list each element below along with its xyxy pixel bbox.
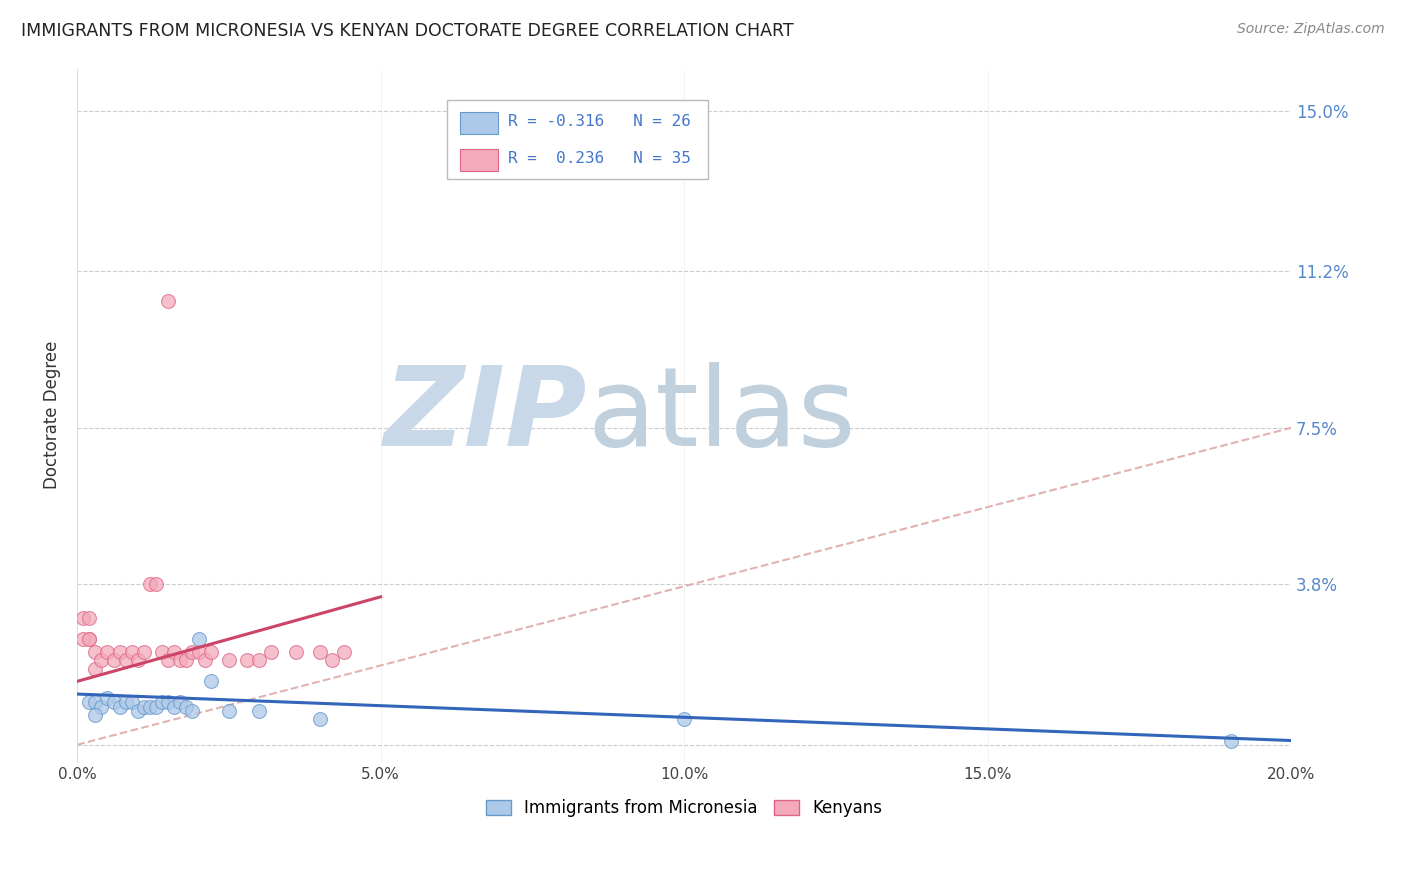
Point (139, 699, 162, 714)
Point (187, 645, 209, 659)
Point (103, 653, 125, 667)
Point (150, 645, 173, 659)
Text: R =  0.236   N = 35: R = 0.236 N = 35 (508, 151, 690, 166)
Point (181, 645, 204, 659)
Point (84, 662, 107, 676)
Point (200, 645, 222, 659)
Point (309, 713, 332, 727)
Point (150, 696, 173, 710)
Point (321, 653, 343, 667)
Point (200, 674, 222, 689)
Point (247, 653, 270, 667)
Point (121, 645, 143, 659)
Point (84, 696, 107, 710)
Text: ZIP: ZIP (384, 361, 588, 468)
Point (218, 704, 240, 718)
Point (157, 293, 180, 308)
Point (77, 611, 100, 625)
Point (132, 645, 155, 659)
Y-axis label: Doctorate Degree: Doctorate Degree (44, 341, 60, 490)
Point (673, 713, 696, 727)
Point (132, 699, 155, 714)
Point (84, 645, 107, 659)
Point (127, 653, 149, 667)
Point (284, 645, 307, 659)
Point (77, 632, 100, 646)
Point (77, 632, 100, 646)
Text: atlas: atlas (588, 361, 855, 468)
Point (114, 653, 136, 667)
Point (163, 645, 186, 659)
Point (72, 632, 94, 646)
Point (108, 699, 131, 714)
Point (72, 611, 94, 625)
Point (96, 691, 118, 706)
Point (309, 645, 332, 659)
Point (145, 699, 167, 714)
Point (333, 645, 356, 659)
Point (96, 645, 118, 659)
Point (187, 632, 209, 646)
Point (157, 653, 180, 667)
Point (77, 696, 100, 710)
Point (163, 699, 186, 714)
Point (194, 653, 217, 667)
Point (236, 653, 259, 667)
Point (1219, 733, 1241, 747)
Point (127, 704, 149, 718)
Text: R = -0.316   N = 26: R = -0.316 N = 26 (508, 114, 690, 129)
Point (247, 704, 270, 718)
Point (114, 696, 136, 710)
Point (176, 699, 198, 714)
Point (90, 653, 112, 667)
Point (90, 699, 112, 714)
Point (103, 696, 125, 710)
Point (145, 577, 167, 591)
Point (218, 653, 240, 667)
Point (157, 696, 180, 710)
Point (169, 696, 191, 710)
Point (176, 653, 198, 667)
Bar (460, 112, 498, 135)
FancyBboxPatch shape (447, 100, 709, 179)
Point (108, 645, 131, 659)
Point (84, 708, 107, 723)
Point (139, 577, 162, 591)
Text: IMMIGRANTS FROM MICRONESIA VS KENYAN DOCTORATE DEGREE CORRELATION CHART: IMMIGRANTS FROM MICRONESIA VS KENYAN DOC… (21, 22, 794, 40)
Point (260, 645, 283, 659)
Point (169, 653, 191, 667)
Text: Source: ZipAtlas.com: Source: ZipAtlas.com (1237, 22, 1385, 37)
Point (121, 696, 143, 710)
Bar (460, 149, 498, 171)
Legend: Immigrants from Micronesia, Kenyans: Immigrants from Micronesia, Kenyans (479, 793, 889, 824)
Point (181, 704, 204, 718)
